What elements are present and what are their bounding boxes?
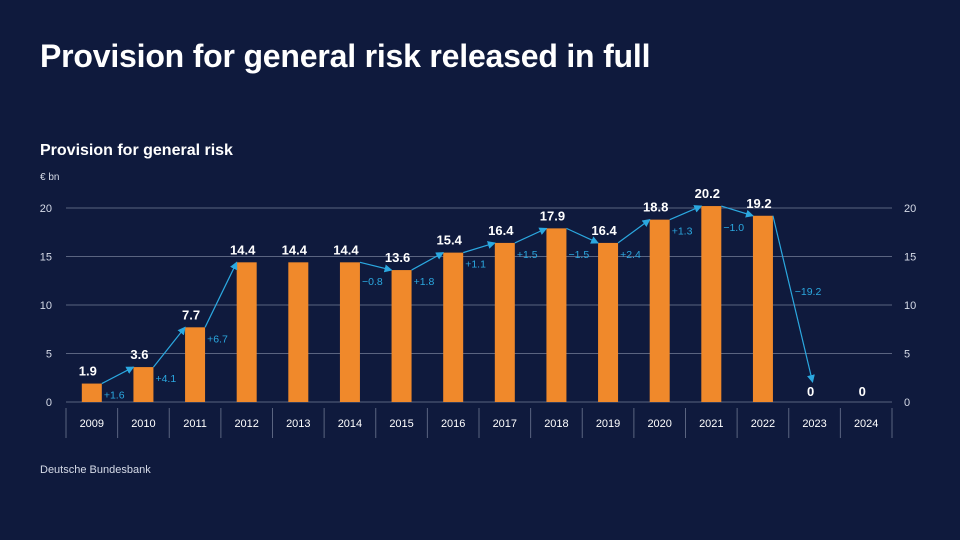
bar-2016 [443, 252, 464, 402]
y-tick-label-left: 15 [40, 252, 52, 264]
x-tick-label-2014: 2014 [338, 418, 362, 430]
x-tick-label-2012: 2012 [234, 418, 258, 430]
bar-2018 [546, 228, 567, 402]
change-arrow-2019-2020 [617, 219, 651, 244]
change-arrow-2020-2021 [669, 205, 703, 221]
x-tick-label-2024: 2024 [854, 418, 878, 430]
bar-2021 [701, 206, 722, 402]
x-tick-label-2015: 2015 [389, 418, 413, 430]
change-label-2018-2019: −1.5 [568, 249, 589, 261]
change-label-2019-2020: +2.4 [620, 249, 641, 261]
y-tick-label-right: 20 [904, 203, 916, 215]
slide-title: Provision for general risk released in f… [40, 38, 651, 74]
bar-2017 [494, 242, 515, 402]
bars [81, 206, 773, 402]
change-label-2016-2017: +1.1 [465, 259, 486, 271]
change-label-2017-2018: +1.5 [517, 249, 538, 261]
bar-2014 [339, 262, 360, 402]
value-label-2018: 17.9 [540, 208, 565, 223]
change-arrow-2017-2018 [514, 227, 548, 244]
value-label-2015: 13.6 [385, 250, 410, 265]
change-arrow-2018-2019 [566, 227, 599, 244]
y-tick-label-right: 5 [904, 349, 910, 361]
bar-2012 [236, 262, 257, 402]
value-label-2009: 1.9 [79, 364, 97, 379]
source-label: Deutsche Bundesbank [40, 464, 151, 476]
change-label-2010-2011: +4.1 [155, 373, 176, 385]
bar-2015 [391, 270, 412, 402]
x-tick-label-2022: 2022 [751, 418, 775, 430]
change-arrow-2009-2010 [101, 366, 135, 385]
bar-2013 [288, 262, 309, 402]
bar-2022 [752, 215, 773, 402]
x-tick-label-2017: 2017 [493, 418, 517, 430]
change-label-2011-2012: +6.7 [207, 333, 228, 345]
change-label-2020-2021: +1.3 [672, 226, 693, 238]
value-label-2019: 16.4 [591, 223, 617, 238]
change-arrow-2022-2023 [772, 215, 815, 383]
change-label-2009-2010: +1.6 [104, 390, 125, 402]
x-axis: 2009 2010 2011 2012 2013 2014 2015 2016 2017 2018… [65, 408, 893, 438]
bar-2019 [598, 242, 619, 402]
value-labels: 1.9 3.6 7.7 14.4 14.4 14.4 13.6 15.4 16.4 17.9 16.… [79, 186, 866, 399]
bar-2009 [81, 383, 102, 402]
change-arrows: +1.6 +4.1 +6.7 −0.8 +1.8 +1.1 +1.5 −1.5 +2.4 +1.3… [101, 205, 822, 402]
y-tick-label-left: 10 [40, 300, 52, 312]
change-label-2021-2022: −1.0 [723, 222, 744, 234]
change-arrow-2011-2012 [204, 261, 238, 328]
y-tick-label-left: 0 [46, 397, 52, 409]
value-label-2023: 0 [807, 384, 814, 399]
bar-2010 [133, 367, 154, 402]
x-tick-label-2011: 2011 [183, 418, 207, 430]
value-label-2016: 15.4 [437, 233, 463, 248]
change-arrow-2014-2015 [359, 261, 393, 273]
x-tick-label-2013: 2013 [286, 418, 310, 430]
change-arrow-2016-2017 [463, 241, 496, 254]
value-label-2017: 16.4 [488, 223, 514, 238]
bar-2011 [185, 327, 206, 402]
y-tick-label-right: 0 [904, 397, 910, 409]
x-tick-label-2010: 2010 [131, 418, 155, 430]
y-tick-label-right: 15 [904, 252, 916, 264]
value-label-2014: 14.4 [333, 242, 359, 257]
change-label-2015-2016: +1.8 [414, 276, 435, 288]
x-tick-label-2023: 2023 [802, 418, 826, 430]
x-tick-label-2018: 2018 [544, 418, 568, 430]
change-label-2022-2023: −19.2 [795, 286, 822, 298]
y-axis-unit-label: € bn [40, 172, 60, 183]
value-label-2012: 14.4 [230, 242, 256, 257]
x-tick-label-2016: 2016 [441, 418, 465, 430]
x-tick-label-2009: 2009 [80, 418, 104, 430]
y-tick-label-right: 10 [904, 300, 916, 312]
value-label-2021: 20.2 [695, 186, 720, 201]
change-arrow-2021-2022 [721, 205, 754, 218]
x-tick-label-2021: 2021 [699, 418, 723, 430]
x-tick-label-2020: 2020 [647, 418, 671, 430]
value-label-2013: 14.4 [282, 242, 308, 257]
y-tick-label-left: 20 [40, 203, 52, 215]
y-tick-label-left: 5 [46, 349, 52, 361]
value-label-2022: 19.2 [746, 196, 771, 211]
chart-title: Provision for general risk [40, 142, 233, 159]
bar-2020 [649, 219, 670, 402]
change-arrow-2015-2016 [411, 252, 445, 271]
change-arrow-2010-2011 [152, 326, 186, 368]
value-label-2010: 3.6 [130, 347, 148, 362]
value-label-2024: 0 [859, 384, 866, 399]
change-label-2014-2015: −0.8 [362, 276, 383, 288]
value-label-2011: 7.7 [182, 307, 200, 322]
value-label-2020: 18.8 [643, 200, 668, 215]
x-tick-label-2019: 2019 [596, 418, 620, 430]
